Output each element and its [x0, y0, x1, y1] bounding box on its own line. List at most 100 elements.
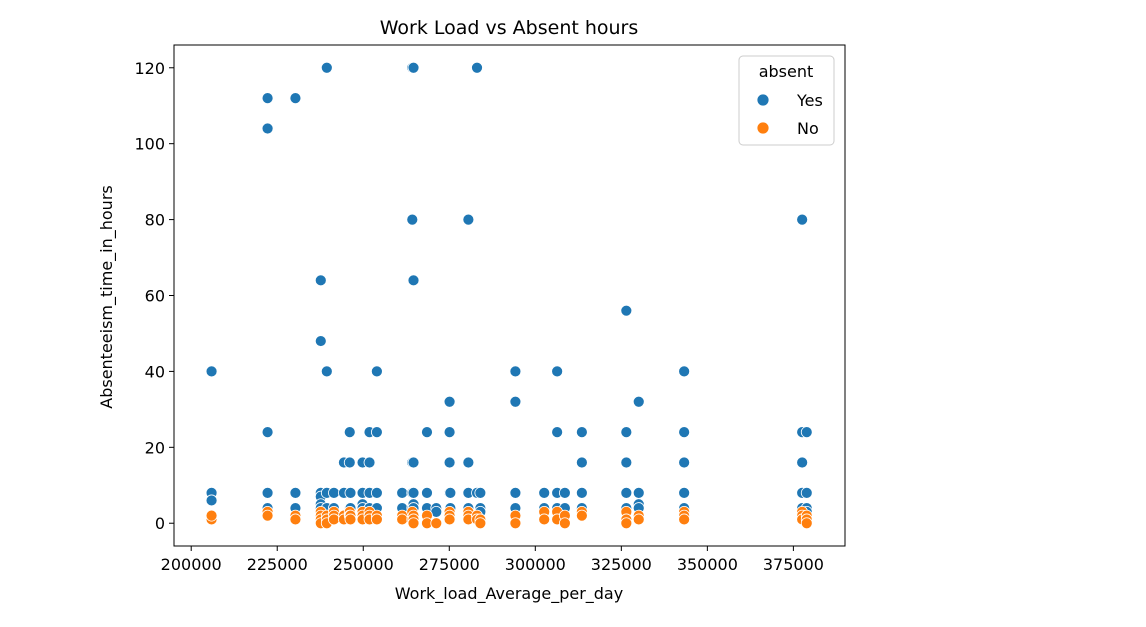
- data-point-yes: [632, 395, 645, 408]
- y-tick-label: 80: [145, 211, 165, 230]
- data-point-yes: [462, 456, 475, 469]
- data-point-yes: [344, 486, 357, 499]
- x-tick-label: 250000: [333, 555, 394, 574]
- legend-label-no: No: [797, 119, 819, 138]
- x-axis-label: Work_load_Average_per_day: [395, 584, 623, 604]
- data-points: [205, 61, 813, 530]
- data-point-yes: [320, 61, 333, 74]
- data-point-no: [430, 517, 443, 530]
- data-point-yes: [261, 122, 274, 135]
- data-point-yes: [407, 486, 420, 499]
- legend-title: absent: [759, 62, 814, 81]
- data-point-no: [474, 517, 487, 530]
- data-point-yes: [343, 456, 356, 469]
- data-point-no: [632, 513, 645, 526]
- data-point-yes: [474, 486, 487, 499]
- data-point-no: [205, 509, 218, 522]
- data-point-yes: [343, 426, 356, 439]
- x-axis-ticks: 200000 225000 250000 275000 300000 325000 3500…: [161, 546, 824, 574]
- y-axis-ticks: 0 20 40 60 80 100 120: [134, 59, 174, 533]
- data-point-yes: [678, 456, 691, 469]
- data-point-no: [620, 517, 633, 530]
- data-point-yes: [421, 486, 433, 499]
- y-tick-label: 60: [145, 287, 165, 306]
- data-point-yes: [443, 426, 456, 439]
- y-tick-label: 20: [145, 438, 165, 457]
- x-tick-label: 300000: [505, 555, 566, 574]
- data-point-yes: [314, 335, 327, 347]
- legend: absent Yes No: [738, 55, 835, 146]
- data-point-yes: [407, 274, 420, 287]
- data-point-yes: [396, 486, 409, 499]
- data-point-no: [443, 513, 456, 526]
- data-point-yes: [261, 92, 274, 105]
- data-point-yes: [678, 486, 691, 499]
- plot-area: [173, 44, 846, 547]
- data-point-no: [289, 513, 302, 526]
- data-point-yes: [558, 486, 571, 499]
- data-point-yes: [261, 486, 274, 499]
- data-point-yes: [678, 426, 691, 439]
- data-point-yes: [620, 304, 633, 317]
- data-point-no: [558, 517, 571, 530]
- data-point-yes: [800, 426, 813, 439]
- data-point-no: [328, 513, 340, 526]
- data-point-yes: [462, 213, 475, 226]
- data-point-no: [370, 513, 383, 526]
- legend-marker-yes: [756, 93, 770, 107]
- data-point-yes: [443, 456, 456, 469]
- data-point-no: [575, 509, 588, 522]
- data-point-yes: [575, 426, 588, 439]
- data-point-yes: [509, 395, 522, 408]
- data-point-yes: [443, 395, 456, 408]
- data-point-yes: [800, 486, 813, 499]
- x-tick-label: 375000: [763, 555, 824, 574]
- data-point-yes: [421, 426, 433, 439]
- data-point-yes: [444, 486, 457, 499]
- data-point-yes: [261, 426, 274, 439]
- data-point-yes: [620, 486, 633, 499]
- x-tick-label: 275000: [419, 555, 480, 574]
- data-point-yes: [471, 61, 483, 74]
- data-point-no: [261, 509, 274, 522]
- data-point-yes: [551, 426, 564, 439]
- data-point-no: [344, 513, 357, 526]
- data-point-yes: [328, 486, 340, 499]
- y-tick-label: 0: [155, 514, 165, 533]
- data-point-yes: [370, 486, 383, 499]
- legend-label-yes: Yes: [796, 91, 823, 110]
- data-point-yes: [320, 365, 333, 378]
- data-point-yes: [575, 486, 588, 499]
- data-point-yes: [551, 365, 564, 378]
- x-tick-label: 350000: [677, 555, 738, 574]
- data-point-yes: [205, 494, 218, 507]
- x-tick-label: 325000: [591, 555, 652, 574]
- x-tick-label: 200000: [161, 555, 222, 574]
- data-point-yes: [632, 486, 645, 499]
- data-point-yes: [289, 486, 302, 499]
- data-point-no: [800, 517, 813, 530]
- data-point-yes: [678, 365, 691, 378]
- y-tick-label: 40: [145, 362, 165, 381]
- data-point-yes: [538, 486, 551, 499]
- data-point-yes: [796, 456, 809, 469]
- data-point-no: [538, 513, 551, 526]
- data-point-yes: [796, 213, 809, 226]
- data-point-yes: [289, 92, 302, 105]
- data-point-yes: [205, 365, 218, 378]
- data-point-yes: [370, 365, 383, 378]
- chart-title: Work Load vs Absent hours: [380, 17, 639, 39]
- legend-marker-no: [756, 121, 770, 135]
- y-axis-label: Absenteeism_time_in_hours: [97, 185, 117, 408]
- data-point-yes: [575, 456, 588, 469]
- data-point-yes: [509, 486, 522, 499]
- data-point-yes: [407, 456, 420, 469]
- data-point-no: [509, 517, 522, 530]
- y-tick-label: 100: [134, 135, 165, 154]
- x-tick-label: 225000: [247, 555, 308, 574]
- data-point-no: [407, 517, 420, 530]
- data-point-yes: [314, 274, 327, 287]
- data-point-yes: [620, 426, 633, 439]
- data-point-yes: [509, 365, 522, 378]
